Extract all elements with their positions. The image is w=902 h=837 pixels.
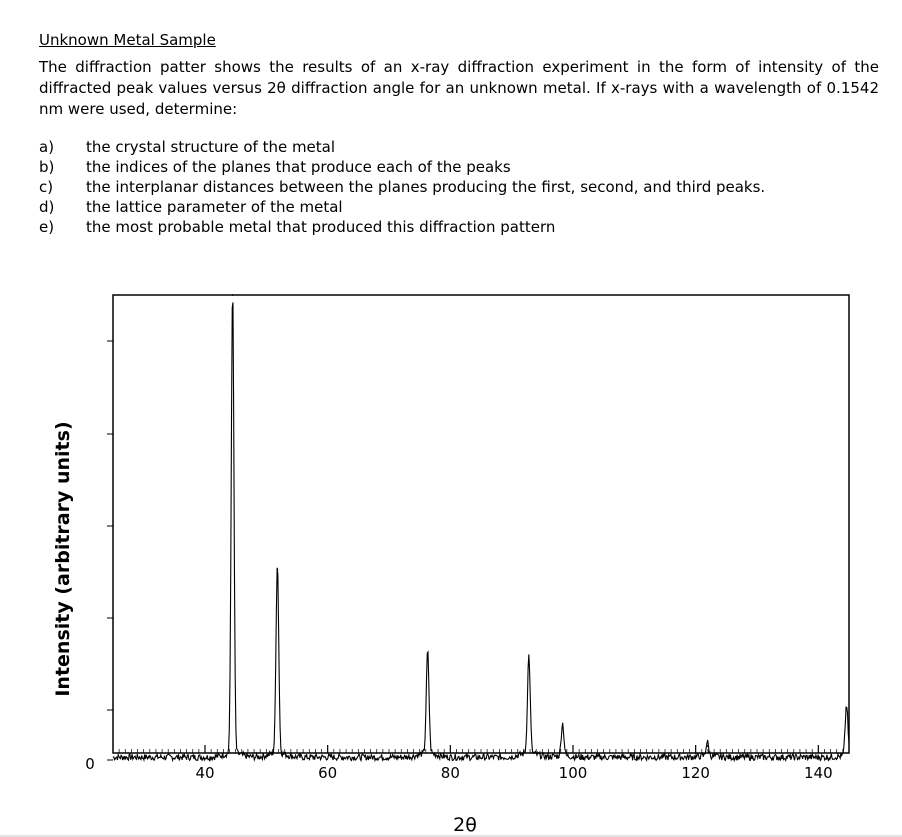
- question-item: c) the interplanar distances between the…: [39, 177, 765, 197]
- peak-markers: [231, 294, 848, 747]
- question-text: the most probable metal that produced th…: [86, 218, 556, 236]
- problem-intro: The diffraction patter shows the results…: [39, 58, 879, 118]
- question-label: b): [39, 158, 55, 176]
- page-divider: [0, 835, 902, 837]
- question-item: a) the crystal structure of the metal: [39, 137, 765, 157]
- peak-point: [845, 707, 848, 710]
- peak-point: [231, 294, 234, 296]
- question-text: the interplanar distances between the pl…: [86, 178, 766, 196]
- y-tick-label: 0: [85, 755, 95, 773]
- question-list: a) the crystal structure of the metal b)…: [39, 137, 765, 237]
- plot-frame: [112, 294, 850, 754]
- question-item: e) the most probable metal that produced…: [39, 217, 765, 237]
- question-label: c): [39, 178, 54, 196]
- x-tick-label: 80: [441, 764, 460, 782]
- x-axis-title: 2θ: [453, 814, 477, 836]
- diffraction-pattern-line: [112, 302, 850, 763]
- question-text: the lattice parameter of the metal: [86, 198, 343, 216]
- question-text: the crystal structure of the metal: [86, 138, 336, 156]
- question-label: e): [39, 218, 55, 236]
- problem-heading: Unknown Metal Sample: [39, 31, 216, 49]
- peak-point: [527, 661, 530, 664]
- question-label: d): [39, 198, 55, 216]
- x-tick-label: 120: [681, 764, 710, 782]
- x-axis-tick-labels: 40 60 80 100 120 140: [195, 764, 832, 782]
- question-item: d) the lattice parameter of the metal: [39, 197, 765, 217]
- peak-point: [426, 656, 429, 659]
- peak-point: [561, 726, 564, 729]
- x-tick-label: 140: [804, 764, 833, 782]
- peak-point: [706, 745, 709, 747]
- x-axis-ticks: [112, 745, 850, 753]
- x-tick-label: 60: [318, 764, 337, 782]
- question-item: b) the indices of the planes that produc…: [39, 157, 765, 177]
- question-text: the indices of the planes that produce e…: [86, 158, 511, 176]
- y-axis-ticks: [107, 340, 113, 761]
- peak-point: [276, 568, 279, 571]
- x-tick-label: 40: [195, 764, 214, 782]
- y-axis-title: Intensity (arbitrary units): [52, 421, 74, 696]
- diffraction-chart: 40 60 80 100 120 140 0 2θ Intensity (arbitrar…: [52, 294, 850, 836]
- x-tick-label: 100: [559, 764, 588, 782]
- question-label: a): [39, 138, 55, 156]
